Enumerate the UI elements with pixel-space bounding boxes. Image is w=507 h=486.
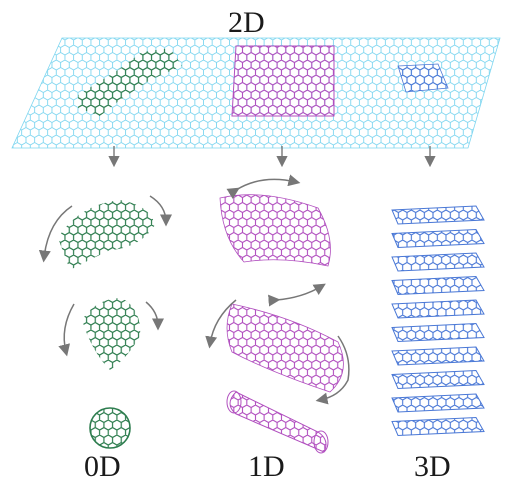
graphite-layer xyxy=(391,228,485,249)
graphite-stack xyxy=(391,205,485,437)
label-3d: 3D xyxy=(414,450,451,483)
graphite-layer xyxy=(391,416,485,437)
nanotube-region-on-sheet xyxy=(231,45,335,117)
graphite-layer xyxy=(391,299,485,319)
graphite-layer xyxy=(391,346,485,366)
label-0d: 0D xyxy=(84,450,121,483)
tube-forming xyxy=(205,299,350,405)
curling-flake-2 xyxy=(58,298,164,370)
graphite-layer xyxy=(391,275,485,296)
curling-flake-1 xyxy=(38,195,172,270)
graphite-layer xyxy=(391,205,485,225)
graphite-region-on-sheet xyxy=(397,63,449,93)
label-2d: 2D xyxy=(228,6,265,39)
fullerene-fragment-on-sheet xyxy=(78,48,182,116)
graphite-layer xyxy=(391,322,485,343)
label-1d: 1D xyxy=(248,450,285,483)
nanotube xyxy=(226,390,329,454)
fullerene-ball xyxy=(89,407,131,449)
rolling-sheet xyxy=(219,174,331,307)
graphite-layer xyxy=(391,393,485,413)
graphite-layer xyxy=(391,252,485,272)
graphite-layer xyxy=(391,369,485,390)
